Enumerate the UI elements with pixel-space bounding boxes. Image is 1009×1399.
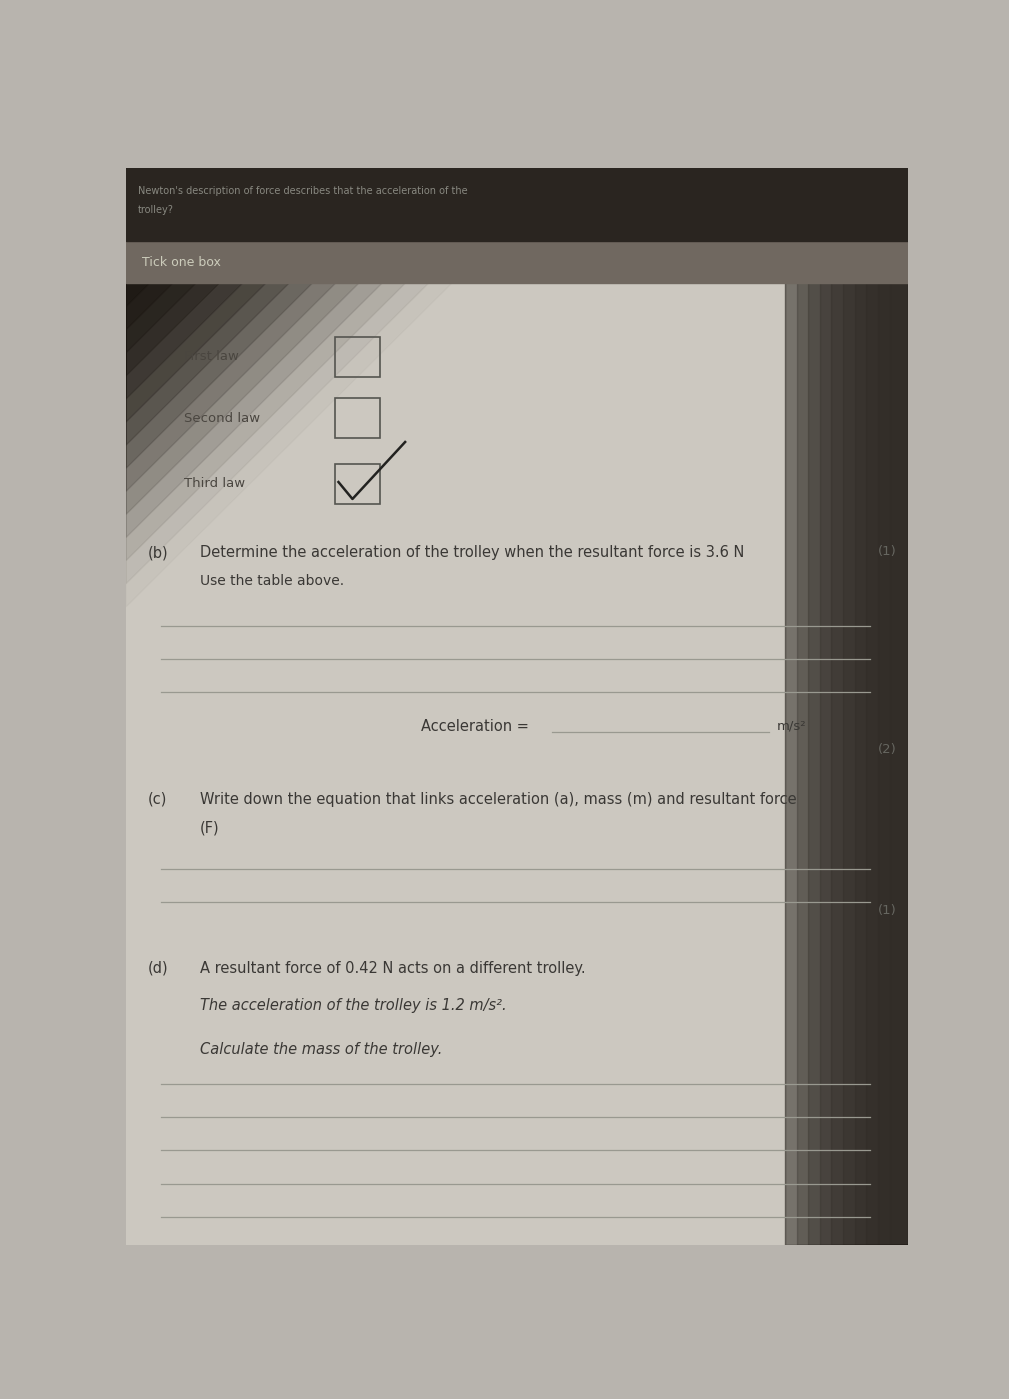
Bar [335, 463, 380, 504]
Text: Determine the acceleration of the trolley when the resultant force is 3.6 N: Determine the acceleration of the trolle… [200, 546, 744, 560]
Text: (d): (d) [148, 961, 169, 977]
Bar [785, 168, 908, 1245]
Text: Write down the equation that links acceleration (a), mass (m) and resultant forc: Write down the equation that links accel… [200, 792, 796, 807]
Bar [335, 337, 380, 376]
Polygon shape [126, 168, 908, 241]
Bar [843, 168, 967, 1245]
Polygon shape [126, 168, 265, 306]
Polygon shape [126, 168, 358, 399]
Bar [819, 168, 943, 1245]
Text: First law: First law [185, 350, 239, 362]
Text: Newton's description of force describes that the acceleration of the: Newton's description of force describes … [138, 186, 467, 196]
Text: A resultant force of 0.42 N acts on a different trolley.: A resultant force of 0.42 N acts on a di… [200, 961, 585, 977]
Polygon shape [126, 168, 406, 445]
Polygon shape [126, 168, 381, 422]
Polygon shape [126, 168, 312, 353]
Text: Second law: Second law [185, 411, 260, 425]
Text: Calculate the mass of the trolley.: Calculate the mass of the trolley. [200, 1042, 442, 1056]
Text: Use the table above.: Use the table above. [200, 575, 344, 589]
Text: (1): (1) [878, 904, 897, 918]
Text: Third law: Third law [185, 477, 245, 490]
Bar [878, 168, 1001, 1245]
Polygon shape [126, 168, 498, 537]
Text: Tick one box: Tick one box [141, 256, 221, 269]
Text: (c): (c) [148, 792, 167, 807]
Polygon shape [126, 168, 219, 260]
Bar [867, 168, 990, 1245]
Polygon shape [126, 168, 173, 214]
Bar [796, 168, 920, 1245]
Text: m/s²: m/s² [777, 719, 807, 733]
Text: (2): (2) [878, 743, 897, 755]
Text: (b): (b) [148, 546, 169, 560]
Bar [890, 168, 1009, 1245]
Bar [335, 399, 380, 438]
Polygon shape [126, 168, 452, 491]
Polygon shape [126, 168, 475, 515]
Polygon shape [126, 168, 196, 238]
Polygon shape [126, 168, 522, 561]
Text: The acceleration of the trolley is 1.2 m/s².: The acceleration of the trolley is 1.2 m… [200, 997, 507, 1013]
Bar [831, 168, 955, 1245]
Polygon shape [126, 168, 242, 284]
Polygon shape [126, 168, 149, 192]
Polygon shape [126, 168, 335, 376]
Bar [855, 168, 978, 1245]
Bar [785, 168, 908, 1245]
Text: (F): (F) [200, 821, 219, 835]
Polygon shape [126, 168, 545, 583]
Polygon shape [126, 241, 908, 284]
Text: (1): (1) [878, 546, 897, 558]
Text: Acceleration =: Acceleration = [421, 719, 529, 733]
Bar [808, 168, 931, 1245]
Text: trolley?: trolley? [138, 206, 174, 215]
Polygon shape [126, 168, 429, 469]
Polygon shape [126, 168, 289, 330]
